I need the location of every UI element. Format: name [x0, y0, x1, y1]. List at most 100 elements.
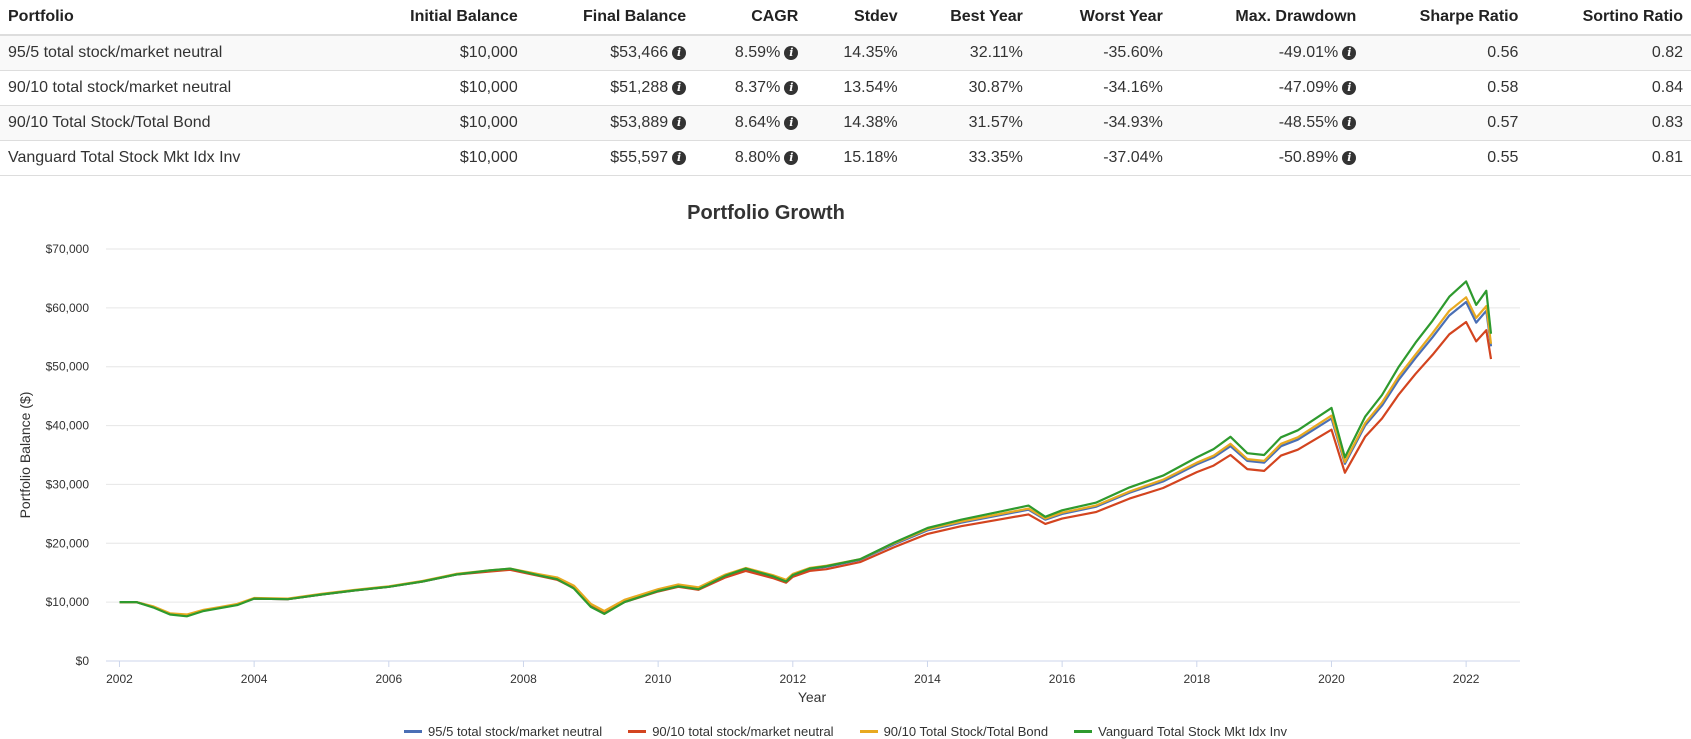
cell-max-drawdown-value: -49.01% [1278, 44, 1339, 61]
col-header-sharpe-ratio[interactable]: Sharpe Ratio [1364, 0, 1527, 36]
x-tick-label: 2008 [510, 672, 537, 686]
cell-final-balance-value: $53,889 [610, 114, 669, 131]
cell-cagr-value: 8.37% [734, 79, 781, 96]
cell-cagr: 8.64% i [694, 105, 807, 141]
x-tick-label: 2002 [106, 672, 133, 686]
table-row: Vanguard Total Stock Mkt Idx Inv $10,000… [0, 140, 1691, 176]
cell-initial-balance: $10,000 [351, 140, 526, 176]
info-circle-icon[interactable]: i [672, 151, 687, 165]
info-circle-icon[interactable]: i [672, 46, 687, 60]
cell-worst-year: -37.04% [1030, 140, 1171, 176]
legend-item-2[interactable]: 90/10 total stock/market neutral [628, 724, 834, 739]
cell-max-drawdown: -48.55% i [1170, 105, 1365, 141]
col-header-initial-balance[interactable]: Initial Balance [351, 0, 526, 36]
cell-sortino-ratio: 0.83 [1526, 105, 1691, 141]
col-header-sortino-ratio[interactable]: Sortino Ratio [1526, 0, 1691, 36]
x-tick-label: 2004 [241, 672, 268, 686]
cell-final-balance-value: $55,597 [610, 149, 669, 166]
y-tick-label: $40,000 [46, 419, 90, 433]
cell-final-balance-value: $53,466 [610, 44, 669, 61]
x-axis-ticks: 2002 2004 2006 2008 2010 2012 2014 2016 2018 2020… [106, 661, 1480, 686]
portfolio-growth-chart: Portfolio Growth $0 $10,000 $20,000 $30,000… [17, 202, 1520, 705]
cell-final-balance: $51,288 i [525, 70, 695, 106]
y-tick-label: $70,000 [46, 242, 90, 256]
cell-sharpe-ratio: 0.58 [1364, 70, 1527, 106]
col-header-worst-year[interactable]: Worst Year [1030, 0, 1171, 36]
series-line-3[interactable] [119, 296, 1493, 616]
info-circle-icon[interactable]: i [784, 46, 799, 60]
legend-label: 90/10 Total Stock/Total Bond [883, 724, 1049, 739]
cell-max-drawdown: -47.09% i [1170, 70, 1365, 106]
cell-final-balance: $55,597 i [525, 140, 695, 176]
y-tick-label: $0 [76, 654, 90, 668]
y-tick-label: $50,000 [46, 360, 90, 374]
cell-worst-year: -35.60% [1030, 35, 1171, 71]
series-line-1[interactable] [119, 300, 1493, 617]
cell-final-balance-value: $51,288 [610, 79, 669, 96]
legend-item-3[interactable]: 90/10 Total Stock/Total Bond [859, 724, 1049, 739]
cell-final-balance: $53,889 i [525, 105, 695, 141]
cell-cagr-value: 8.59% [734, 44, 781, 61]
cell-cagr-value: 8.64% [734, 114, 781, 131]
cell-cagr: 8.80% i [694, 140, 807, 176]
x-tick-label: 2014 [914, 672, 941, 686]
legend-swatch [404, 730, 423, 733]
cell-stdev: 14.35% [806, 35, 906, 71]
y-tick-label: $30,000 [46, 477, 90, 491]
info-circle-icon[interactable]: i [1342, 46, 1357, 60]
cell-final-balance: $53,466 i [525, 35, 695, 71]
cell-sharpe-ratio: 0.57 [1364, 105, 1527, 141]
table-row: 95/5 total stock/market neutral $10,000 … [0, 35, 1691, 71]
chart-title: Portfolio Growth [687, 202, 845, 224]
legend-label: Vanguard Total Stock Mkt Idx Inv [1098, 724, 1287, 739]
col-header-stdev[interactable]: Stdev [806, 0, 906, 36]
y-tick-label: $60,000 [46, 301, 90, 315]
cell-best-year: 33.35% [905, 140, 1031, 176]
cell-max-drawdown: -50.89% i [1170, 140, 1365, 176]
x-tick-label: 2022 [1453, 672, 1480, 686]
col-header-final-balance[interactable]: Final Balance [525, 0, 695, 36]
col-header-cagr[interactable]: CAGR [694, 0, 807, 36]
cell-portfolio: 90/10 Total Stock/Total Bond [0, 105, 352, 141]
legend-item-4[interactable]: Vanguard Total Stock Mkt Idx Inv [1074, 724, 1287, 739]
summary-table: Portfolio Initial Balance Final Balance … [0, 0, 1691, 176]
info-circle-icon[interactable]: i [784, 116, 799, 130]
info-circle-icon[interactable]: i [784, 151, 799, 165]
cell-stdev: 13.54% [806, 70, 906, 106]
cell-best-year: 32.11% [905, 35, 1031, 71]
info-circle-icon[interactable]: i [1342, 116, 1357, 130]
cell-sortino-ratio: 0.82 [1526, 35, 1691, 71]
col-header-best-year[interactable]: Best Year [905, 0, 1031, 36]
x-tick-label: 2016 [1049, 672, 1076, 686]
x-axis-label: Year [798, 689, 827, 705]
cell-cagr: 8.59% i [694, 35, 807, 71]
chart-series [119, 280, 1493, 618]
col-header-max-drawdown[interactable]: Max. Drawdown [1170, 0, 1365, 36]
info-circle-icon[interactable]: i [1342, 151, 1357, 165]
info-circle-icon[interactable]: i [672, 116, 687, 130]
cell-sortino-ratio: 0.81 [1526, 140, 1691, 176]
cell-initial-balance: $10,000 [351, 35, 526, 71]
x-tick-label: 2020 [1318, 672, 1345, 686]
x-tick-label: 2012 [779, 672, 806, 686]
legend-item-1[interactable]: 95/5 total stock/market neutral [404, 724, 602, 739]
cell-max-drawdown-value: -50.89% [1278, 149, 1339, 166]
y-tick-label: $10,000 [46, 595, 90, 609]
x-tick-label: 2018 [1183, 672, 1210, 686]
table-row: 90/10 Total Stock/Total Bond $10,000 $53… [0, 105, 1691, 141]
cell-initial-balance: $10,000 [351, 105, 526, 141]
x-tick-label: 2010 [645, 672, 672, 686]
col-header-portfolio[interactable]: Portfolio [0, 0, 352, 36]
info-circle-icon[interactable]: i [1342, 81, 1357, 95]
cell-cagr: 8.37% i [694, 70, 807, 106]
cell-max-drawdown-value: -48.55% [1278, 114, 1339, 131]
cell-worst-year: -34.93% [1030, 105, 1171, 141]
y-tick-label: $20,000 [46, 536, 90, 550]
cell-sharpe-ratio: 0.56 [1364, 35, 1527, 71]
chart-legend: 95/5 total stock/market neutral 90/10 tot… [0, 724, 1691, 739]
cell-stdev: 14.38% [806, 105, 906, 141]
table-row: 90/10 total stock/market neutral $10,000… [0, 70, 1691, 106]
info-circle-icon[interactable]: i [672, 81, 687, 95]
info-circle-icon[interactable]: i [784, 81, 799, 95]
series-line-4[interactable] [119, 280, 1493, 618]
